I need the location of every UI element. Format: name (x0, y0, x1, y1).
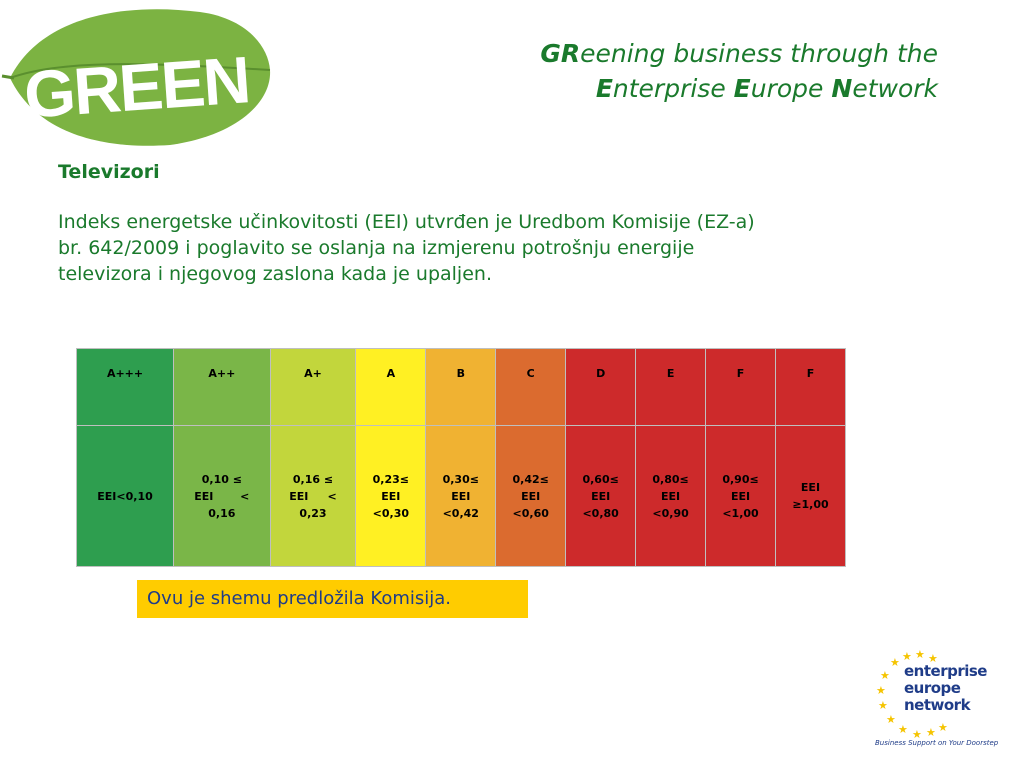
eei-range-row: EEI<0,10 0,10 ≤ EEI <0,16 0,16 ≤ EEI <0,23 0,… (75, 425, 847, 567)
een-logo-text: enterprise europe network (904, 662, 987, 714)
intro-paragraph: Indeks energetske učinkovitosti (EEI) ut… (58, 209, 938, 287)
eei-range-line: 0,30≤ (442, 472, 479, 486)
eei-range-line: <0,30 (372, 506, 409, 520)
energy-class-cell: A++ (173, 348, 271, 426)
eei-range-cell: 0,23≤ EEI <0,30 (355, 425, 427, 567)
eei-range-line: EEI (591, 489, 611, 503)
header-title: GReening business through the Enterprise… (338, 36, 938, 106)
eei-range-cell: EEI<0,10 (75, 425, 175, 567)
eei-range-line: EEI (451, 489, 471, 503)
energy-class-row: A+++ A++ A+ A B C D E F F (75, 348, 847, 426)
svg-text:★: ★ (890, 656, 900, 669)
eei-range-line: 0,16 (208, 506, 236, 520)
eei-range-line: 0,10 ≤ (201, 472, 242, 486)
energy-class-cell: F (774, 348, 847, 426)
svg-text:★: ★ (878, 699, 888, 712)
eei-range-line: <0,90 (652, 506, 689, 520)
eei-range-line: <0,42 (442, 506, 479, 520)
energy-class-cell: A+ (269, 348, 357, 426)
svg-text:★: ★ (902, 650, 912, 663)
svg-text:★: ★ (898, 723, 908, 736)
eei-range-cell: 0,42≤ EEI <0,60 (495, 425, 567, 567)
svg-text:★: ★ (926, 726, 936, 739)
green-logo: GREEN (1, 9, 271, 146)
energy-class-table: A+++ A++ A+ A B C D E F F EEI<0,10 0,10 ≤ EEI <0,16… (75, 348, 847, 567)
eei-range-cell: EEI ≥1,00 (774, 425, 847, 567)
eei-range-line: <0,60 (512, 506, 549, 520)
eei-range-line: EEI < (194, 489, 250, 503)
eei-range-line: <0,80 (582, 506, 619, 520)
svg-text:★: ★ (876, 684, 886, 697)
svg-text:★: ★ (928, 652, 938, 665)
energy-class-cell: A+++ (75, 348, 175, 426)
eei-range-line: EEI (521, 489, 541, 503)
eei-range-line: EEI < (289, 489, 337, 503)
eei-range-cell: 0,16 ≤ EEI < 0,23 (269, 425, 357, 567)
eei-range-line: EEI (661, 489, 681, 503)
section-title: Televizori (58, 161, 160, 183)
svg-text:★: ★ (938, 721, 948, 734)
energy-class-cell: D (565, 348, 637, 426)
eei-range-line: EEI (800, 481, 821, 494)
header-title-line-2: Enterprise Europe Network (595, 74, 938, 103)
eei-range-line: EEI (381, 489, 401, 503)
eei-range-cell: 0,90≤ EEI <1,00 (705, 425, 776, 567)
energy-class-cell: F (705, 348, 776, 426)
eei-range-cell: 0,30≤ EEI <0,42 (425, 425, 497, 567)
energy-class-cell: E (635, 348, 707, 426)
svg-text:★: ★ (880, 669, 890, 682)
eei-range-line: 0,42≤ (512, 472, 549, 486)
intro-line: televizora i njegovog zaslona kada je up… (58, 263, 492, 285)
een-tagline: Business Support on Your Doorstep (875, 739, 999, 747)
svg-text:★: ★ (912, 728, 922, 741)
header-title-line-1: GReening business through the (540, 39, 938, 68)
energy-class-cell: C (495, 348, 567, 426)
eei-range-line: 0,80≤ (652, 472, 689, 486)
intro-line: Indeks energetske učinkovitosti (EEI) ut… (58, 211, 755, 233)
eei-range-cell: 0,80≤ EEI <0,90 (635, 425, 707, 567)
note-box: Ovu je shemu predložila Komisija. (137, 580, 528, 618)
een-stars-logo: ★ ★ ★ ★ ★ ★ ★ ★ ★ ★ ★ ★ (876, 648, 948, 741)
eei-range-line: 0,60≤ (582, 472, 619, 486)
eei-range-line: 0,23 (299, 506, 327, 520)
eei-range-line: 0,16 ≤ (292, 472, 334, 486)
eei-range-cell: 0,10 ≤ EEI < 0,16 (173, 425, 271, 567)
intro-line: br. 642/2009 i poglavito se oslanja na i… (58, 237, 695, 259)
svg-text:★: ★ (915, 648, 925, 661)
eei-range-line: <1,00 (722, 506, 759, 520)
svg-text:★: ★ (886, 713, 896, 726)
green-logo-text: GREEN (22, 42, 251, 131)
energy-class-cell: A (355, 348, 427, 426)
eei-range-line: 0,90≤ (722, 472, 759, 486)
energy-class-cell: B (425, 348, 497, 426)
eei-range-line: EEI (730, 489, 751, 503)
eei-range-cell: 0,60≤ EEI <0,80 (565, 425, 637, 567)
eei-range-line: ≥1,00 (792, 498, 829, 511)
eei-range-line: 0,23≤ (372, 472, 409, 486)
star-icons: ★ ★ ★ ★ ★ ★ ★ ★ ★ ★ ★ ★ (876, 648, 948, 741)
eei-range-line: EEI<0,10 (97, 489, 153, 503)
